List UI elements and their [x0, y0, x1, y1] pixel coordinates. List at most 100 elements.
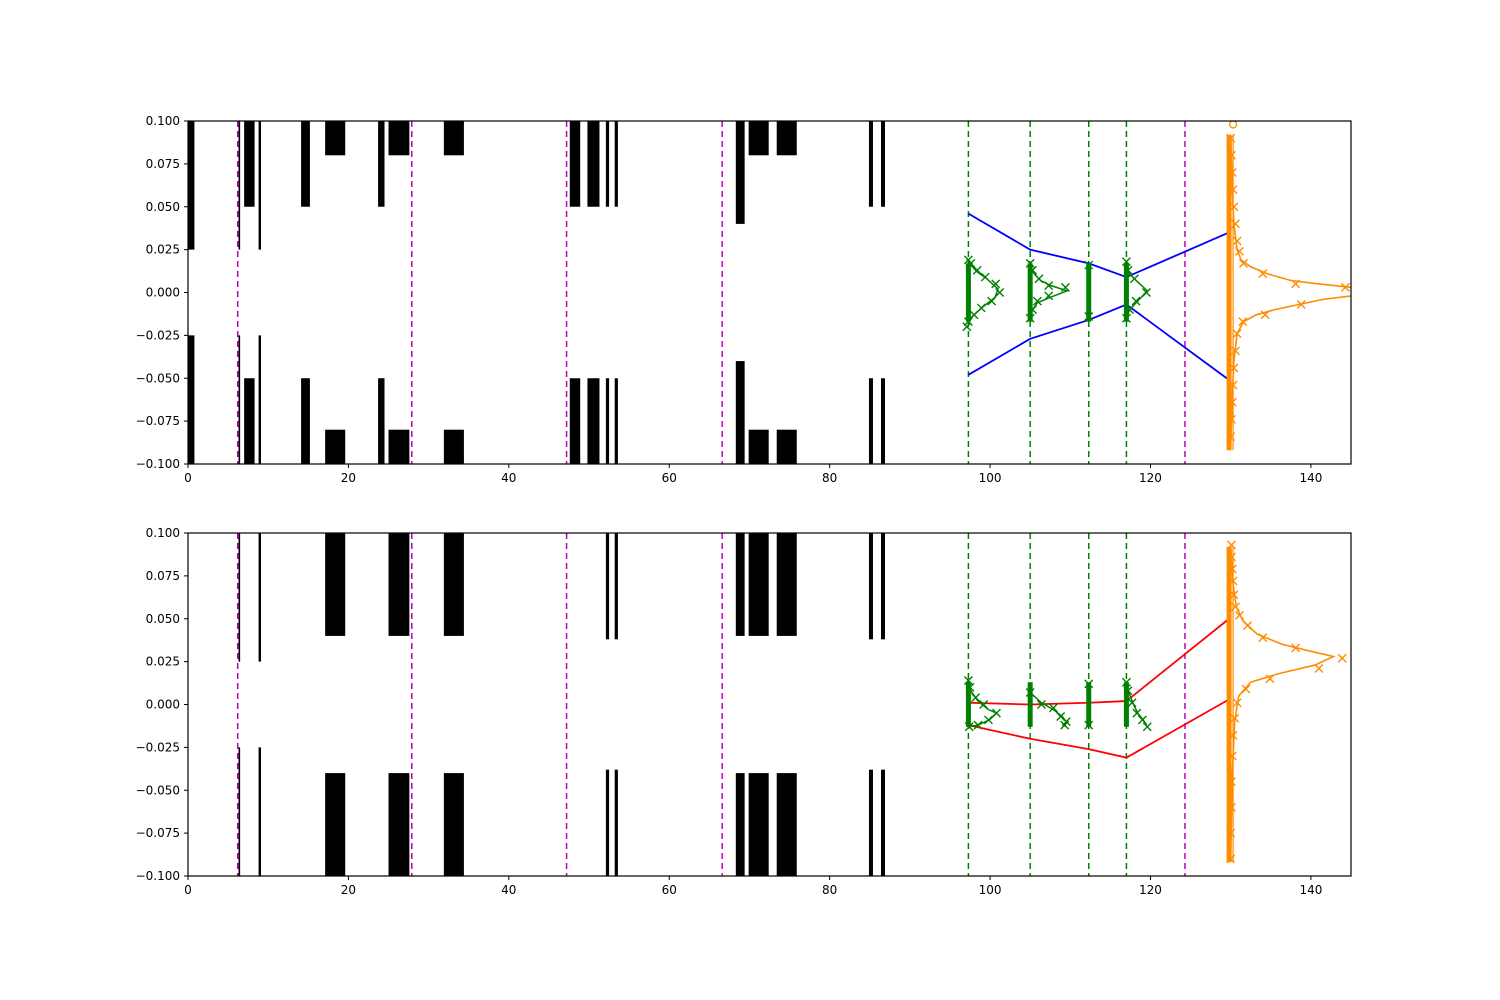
y-tick-label: 0.025: [146, 655, 180, 669]
orange-point: [1260, 310, 1270, 320]
orange-point: [1226, 133, 1236, 143]
profile-point: [1123, 265, 1133, 275]
profile-point: [991, 708, 1001, 718]
orange-point: [1291, 643, 1301, 653]
aperture-upper: [776, 121, 797, 156]
orange-point: [1226, 828, 1236, 838]
aperture-upper: [301, 121, 310, 207]
profile-point: [1060, 282, 1070, 292]
profile-point: [969, 310, 979, 320]
orange-point: [1258, 633, 1268, 643]
y-tick-label: −0.100: [136, 457, 180, 471]
orange-point: [1229, 363, 1239, 373]
profile-point: [1141, 288, 1151, 297]
profile-point: [1121, 257, 1131, 267]
aperture-upper: [868, 533, 873, 640]
profile-point: [1044, 281, 1054, 291]
aperture-lower: [325, 429, 346, 464]
profile-point: [963, 675, 973, 685]
aperture-lower: [748, 773, 769, 876]
monitor-bar: [1086, 263, 1092, 322]
aperture-upper: [238, 121, 241, 250]
orange-point: [1232, 698, 1242, 708]
profile-point: [1132, 708, 1142, 718]
profile-point: [1028, 305, 1038, 315]
aperture-upper: [258, 121, 261, 250]
aperture-lower: [614, 769, 618, 876]
aperture-upper: [258, 533, 261, 662]
orange-point: [1258, 269, 1268, 279]
monitor-bar: [1086, 682, 1092, 727]
orange-circle-marker: [1228, 121, 1238, 129]
profile-point: [1025, 688, 1035, 697]
aperture-upper: [569, 121, 581, 207]
orange-point: [1227, 564, 1237, 574]
plot-area: [236, 533, 1347, 876]
profile-point: [983, 715, 993, 725]
y-tick-label: −0.025: [136, 328, 180, 342]
aperture-upper: [587, 121, 600, 207]
profile-point: [1044, 291, 1054, 301]
aperture-upper: [735, 533, 745, 636]
aperture-upper: [388, 533, 410, 636]
x-tick-label: 120: [1139, 471, 1162, 485]
orange-point: [1226, 552, 1236, 562]
orange-point: [1229, 590, 1239, 600]
profile-point: [980, 272, 990, 282]
aperture-lower: [605, 769, 610, 876]
aperture-upper: [748, 121, 769, 156]
profile-point: [976, 303, 986, 313]
orange-point: [1229, 202, 1239, 212]
profile-point: [1025, 313, 1035, 323]
x-tick-label: 80: [822, 883, 837, 897]
x-tick-label: 40: [501, 471, 516, 485]
x-tick-label: 60: [662, 883, 677, 897]
profile-point: [1036, 700, 1046, 709]
aperture-lower: [605, 378, 610, 464]
aperture-lower: [244, 378, 255, 464]
orange-point: [1227, 751, 1237, 761]
orange-bar: [1226, 546, 1232, 863]
orange-point: [1226, 777, 1236, 787]
aperture-upper: [388, 121, 410, 156]
aperture-lower: [587, 378, 600, 464]
orange-curve: [1229, 546, 1336, 859]
profile-point: [963, 317, 973, 327]
profile-point: [995, 288, 1005, 297]
orange-point: [1238, 317, 1248, 327]
aperture-upper: [378, 121, 385, 207]
aperture-upper: [614, 121, 618, 207]
aperture-upper: [748, 533, 769, 636]
profile-point: [987, 296, 997, 306]
aperture-lower: [325, 773, 346, 876]
profile-point: [991, 279, 1001, 289]
orange-point: [1232, 236, 1242, 246]
x-tick-label: 0: [184, 883, 192, 897]
orange-point: [1337, 653, 1347, 663]
aperture-upper: [325, 121, 346, 156]
x-tick-label: 0: [184, 471, 192, 485]
aperture-upper: [880, 533, 885, 640]
aperture-lower: [238, 747, 241, 876]
profile-point: [1084, 720, 1094, 730]
y-tick-label: −0.100: [136, 869, 180, 883]
profile-point: [1123, 686, 1133, 696]
profile-point: [972, 265, 982, 275]
monitor-bar: [1123, 682, 1129, 727]
y-tick-label: 0.050: [146, 612, 180, 626]
orange-point: [1231, 219, 1240, 229]
profile-point: [1084, 260, 1094, 270]
aperture-lower: [258, 335, 261, 464]
profile-point: [1121, 313, 1131, 323]
orange-point: [1226, 854, 1236, 864]
profile-point: [1131, 296, 1141, 306]
aperture-lower: [868, 378, 873, 464]
profile-point: [1125, 305, 1135, 315]
x-tick-label: 40: [501, 883, 516, 897]
orange-point: [1241, 684, 1251, 694]
profile-point: [1034, 274, 1044, 284]
aperture-upper: [244, 121, 255, 207]
y-tick-label: −0.025: [136, 740, 180, 754]
orange-point: [1231, 346, 1240, 356]
